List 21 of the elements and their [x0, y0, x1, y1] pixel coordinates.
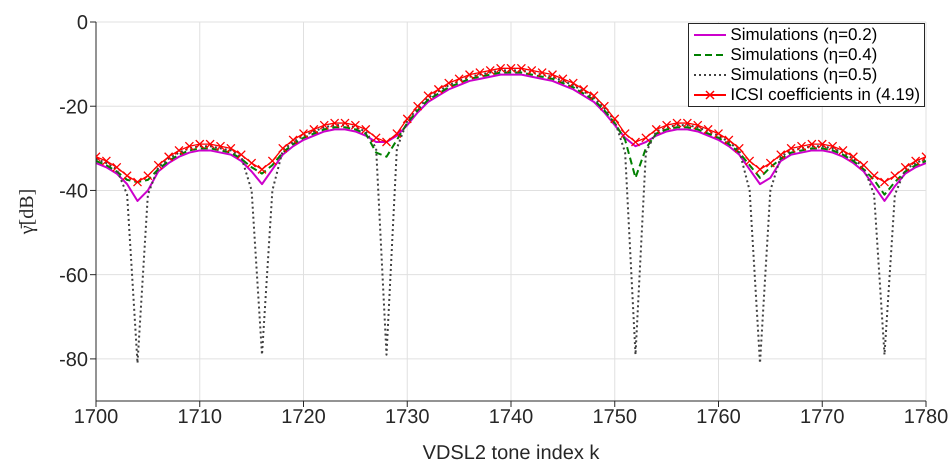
x-tick-label: 1700 — [74, 406, 118, 428]
x-tick-label: 1750 — [592, 406, 637, 428]
x-tick-label: 1720 — [281, 406, 326, 428]
y-tick-label: -20 — [59, 96, 88, 118]
line-series — [96, 69, 926, 364]
legend-label: Simulations (η=0.2) — [730, 25, 878, 45]
x-tick-label: 1780 — [904, 406, 948, 428]
y-tick-label: 0 — [76, 12, 88, 34]
x-tick-label: 1760 — [696, 406, 741, 428]
y-axis-title: γ̄[dB] — [16, 188, 38, 236]
x-axis-title: VDSL2 tone index k — [422, 442, 600, 464]
x-tick-label: 1710 — [178, 406, 222, 428]
legend-label: ICSI coefficients in (4.19) — [730, 85, 920, 105]
x-tick-label: 1740 — [488, 406, 534, 428]
y-tick-label: -60 — [59, 264, 88, 287]
x-tick-label: 1770 — [800, 406, 844, 428]
legend-label: Simulations (η=0.4) — [730, 45, 878, 65]
legend-label: Simulations (η=0.5) — [730, 65, 878, 85]
y-tick-label: -80 — [59, 348, 88, 371]
y-tick-label: -40 — [59, 180, 88, 203]
x-tick-label: 1730 — [385, 406, 430, 428]
